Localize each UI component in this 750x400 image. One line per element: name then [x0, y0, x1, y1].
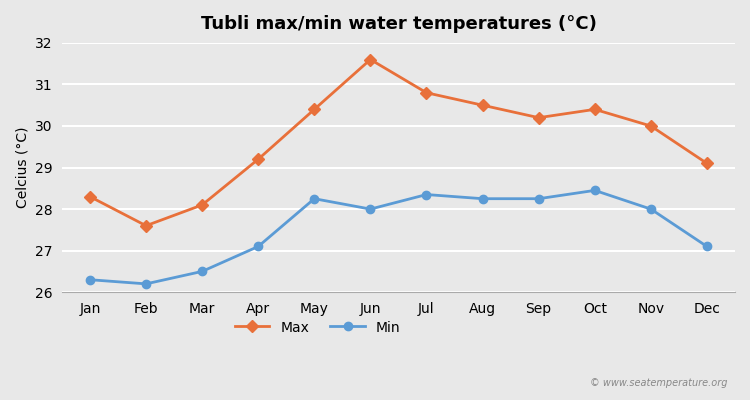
Title: Tubli max/min water temperatures (°C): Tubli max/min water temperatures (°C) — [200, 15, 596, 33]
Max — [703, 161, 712, 166]
Max — [142, 223, 151, 228]
Legend: Max, Min: Max, Min — [229, 315, 406, 340]
Max — [310, 107, 319, 112]
Min — [703, 244, 712, 249]
Max — [646, 124, 656, 128]
Y-axis label: Celcius (°C): Celcius (°C) — [15, 127, 29, 208]
Min — [310, 196, 319, 201]
Min — [254, 244, 262, 249]
Min — [478, 196, 487, 201]
Min — [590, 188, 599, 193]
Min — [646, 207, 656, 212]
Max — [422, 90, 431, 95]
Max — [254, 157, 262, 162]
Max — [198, 202, 207, 207]
Min — [534, 196, 543, 201]
Min — [198, 269, 207, 274]
Max — [590, 107, 599, 112]
Min — [142, 282, 151, 286]
Line: Max: Max — [86, 55, 711, 230]
Min — [366, 207, 375, 212]
Max — [478, 103, 487, 108]
Min — [86, 277, 94, 282]
Max — [86, 194, 94, 199]
Max — [534, 115, 543, 120]
Max — [366, 57, 375, 62]
Line: Min: Min — [86, 186, 711, 288]
Min — [422, 192, 431, 197]
Text: © www.seatemperature.org: © www.seatemperature.org — [590, 378, 728, 388]
